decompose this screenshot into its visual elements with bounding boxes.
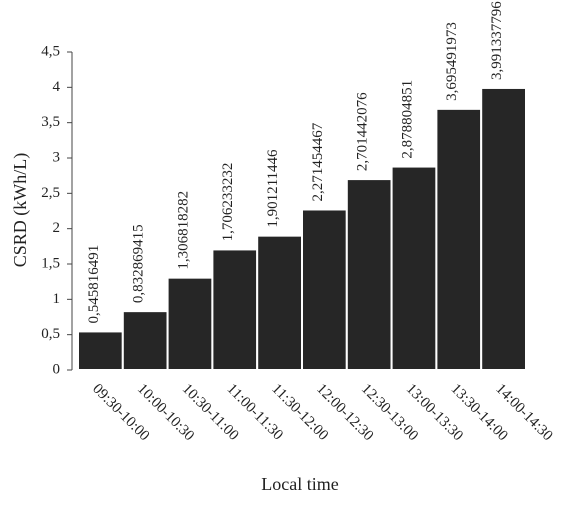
value-label: 0,832869415 — [131, 224, 147, 303]
bar — [345, 178, 393, 371]
y-tick-label: 4 — [53, 79, 61, 95]
value-label: 1,706233232 — [220, 163, 236, 242]
bar — [435, 107, 483, 371]
bar — [211, 248, 259, 371]
y-tick-label: 3 — [53, 149, 61, 165]
bar — [390, 165, 438, 371]
value-label: 0,545816491 — [86, 245, 102, 324]
value-label: 3,991337796 — [489, 1, 505, 80]
value-label: 1,306818282 — [175, 191, 191, 270]
bar — [480, 86, 528, 371]
x-axis-title: Local time — [261, 474, 338, 494]
y-tick-label: 2 — [53, 220, 61, 236]
value-label: 2,271454467 — [310, 122, 326, 201]
bar — [256, 234, 304, 371]
y-tick-label: 0,5 — [41, 326, 60, 342]
y-tick-label: 1,5 — [41, 255, 60, 271]
y-tick-label: 2,5 — [41, 185, 60, 201]
y-axis-title: CSRD (kWh/L) — [10, 153, 31, 268]
value-label: 2,701442076 — [355, 92, 371, 171]
y-tick-label: 0 — [53, 361, 61, 377]
y-tick-label: 3,5 — [41, 114, 60, 130]
bar — [301, 208, 348, 371]
bar — [121, 310, 169, 371]
value-label: 2,878804851 — [399, 80, 415, 159]
bar — [77, 330, 124, 371]
value-label: 1,901211446 — [265, 149, 281, 228]
value-label: 3,695491973 — [444, 22, 460, 101]
y-tick-label: 1 — [53, 291, 61, 307]
y-tick-label: 4,5 — [41, 43, 60, 59]
bar — [166, 276, 214, 372]
